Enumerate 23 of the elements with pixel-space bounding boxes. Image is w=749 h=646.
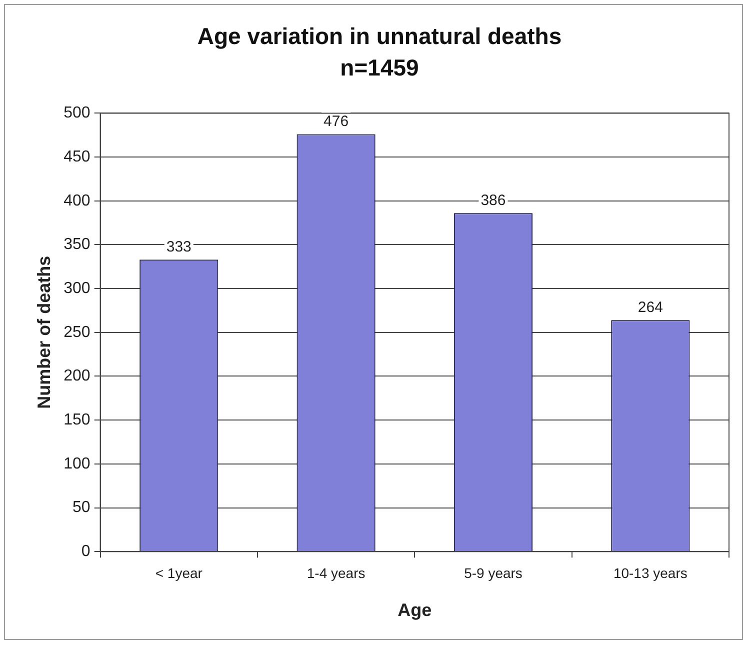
y-tick-label: 450	[64, 148, 90, 166]
y-tick-label: 150	[64, 411, 90, 428]
x-tick-label: 5-9 years	[464, 564, 522, 581]
x-tick-label: 10-13 years	[613, 564, 688, 581]
y-tick-label: 500	[64, 104, 90, 122]
y-tick-label: 350	[64, 236, 90, 254]
x-tick-label: < 1year	[155, 564, 203, 581]
data-label: 333	[166, 238, 192, 256]
y-tick-label: 400	[64, 192, 90, 210]
data-label: 386	[480, 192, 506, 209]
y-tick-label: 100	[64, 455, 90, 472]
y-tick-label: 200	[64, 368, 90, 385]
y-tick-label: 0	[81, 543, 90, 560]
data-label: 476	[324, 112, 349, 130]
y-tick-label: 300	[64, 280, 90, 297]
chart-subtitle: n=1459	[340, 54, 419, 81]
x-axis-title: Age	[398, 600, 432, 620]
y-tick-label: 50	[72, 499, 90, 516]
data-label: 264	[638, 298, 663, 316]
y-axis-title: Number of deaths	[34, 256, 54, 409]
chart-title: Age variation in unnatural deaths	[197, 23, 562, 50]
x-tick-label: 1-4 years	[306, 564, 366, 581]
y-tick-label: 250	[64, 324, 90, 341]
